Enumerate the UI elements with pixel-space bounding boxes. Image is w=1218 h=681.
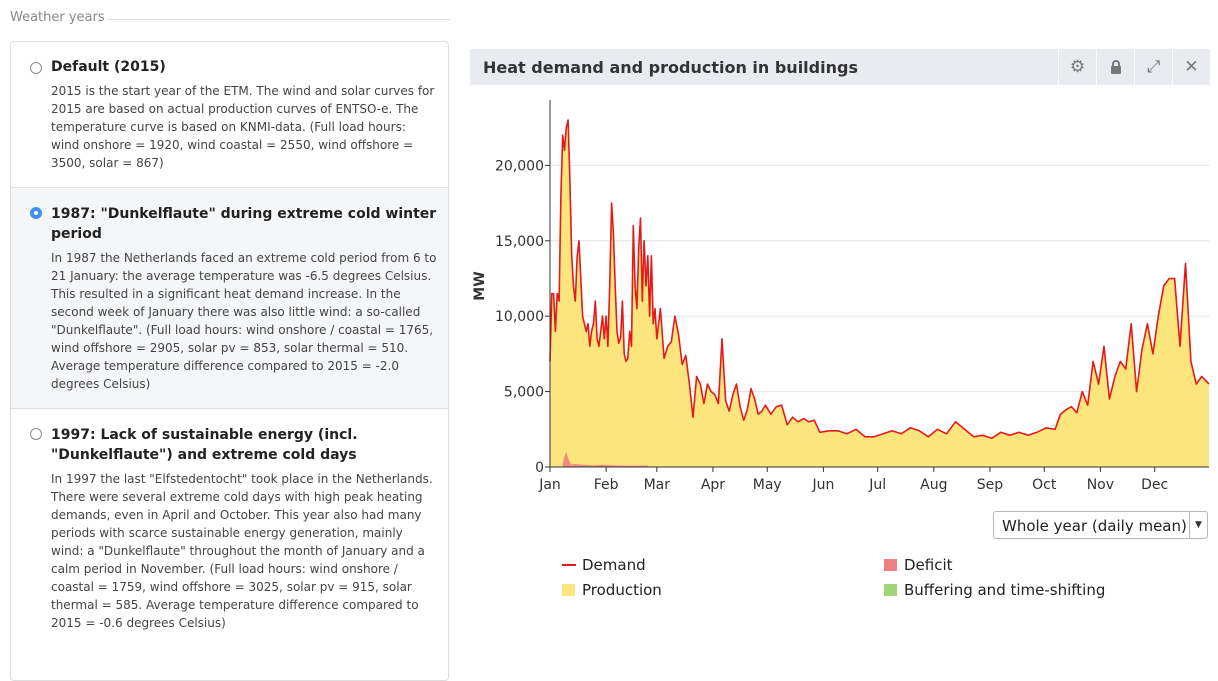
- radio-button-1987[interactable]: [30, 207, 42, 219]
- x-tick-label: Feb: [594, 477, 619, 493]
- x-tick-label: Jan: [538, 477, 561, 493]
- option-title: Default (2015): [51, 59, 166, 75]
- period-select-value: Whole year (daily mean): [1002, 517, 1187, 535]
- close-icon[interactable]: ✕: [1172, 49, 1210, 85]
- radio-button-1997[interactable]: [30, 428, 42, 440]
- legend-swatch: [884, 584, 897, 596]
- x-tick-label: Oct: [1032, 477, 1057, 493]
- option-description: 2015 is the start year of the ETM. The w…: [51, 84, 435, 170]
- legend-label: Deficit: [904, 556, 953, 574]
- weather-options-list: Default (2015) 2015 is the start year of…: [10, 41, 449, 681]
- option-title: 1997: Lack of sustainable energy (incl. …: [51, 427, 358, 463]
- y-tick-label: 15,000: [495, 234, 544, 250]
- chart-title: Heat demand and production in buildings: [483, 58, 858, 77]
- y-axis-label: MW: [472, 271, 488, 300]
- option-description: In 1997 the last "Elfstedentocht" took p…: [51, 472, 433, 630]
- legend-label: Buffering and time-shifting: [904, 581, 1106, 599]
- legend-label: Demand: [582, 556, 646, 574]
- x-tick-label: Nov: [1087, 477, 1114, 493]
- option-title: 1987: "Dunkelflaute" during extreme cold…: [51, 206, 437, 242]
- x-tick-label: Sep: [977, 477, 1004, 493]
- radio-button-default[interactable]: [30, 62, 42, 74]
- chart-header: Heat demand and production in buildings …: [470, 49, 1210, 85]
- x-tick-label: Dec: [1141, 477, 1168, 493]
- settings-icon[interactable]: ⚙: [1058, 49, 1096, 85]
- section-title: Weather years: [10, 10, 105, 25]
- chevron-down-icon[interactable]: ▼: [1189, 512, 1207, 538]
- period-select[interactable]: Whole year (daily mean) ▼: [993, 511, 1208, 539]
- x-tick-label: Mar: [644, 477, 671, 493]
- x-tick-label: Aug: [920, 477, 947, 493]
- legend-swatch: [562, 584, 575, 596]
- y-tick-label: 20,000: [495, 158, 544, 174]
- legend-swatch: [562, 564, 576, 566]
- production-area: [550, 120, 1209, 467]
- weather-option-1997[interactable]: 1997: Lack of sustainable energy (incl. …: [11, 409, 448, 680]
- lock-icon[interactable]: [1096, 49, 1134, 85]
- deficit-area: [562, 451, 648, 467]
- demand-line: [549, 119, 1210, 440]
- x-tick-label: Jun: [811, 477, 834, 493]
- weather-option-1987[interactable]: 1987: "Dunkelflaute" during extreme cold…: [11, 188, 448, 409]
- y-tick-label: 0: [535, 460, 544, 476]
- heat-demand-chart: 0 5,000 10,000 15,000 20,000 MW Jan Feb Mar Apr Ma…: [472, 100, 1210, 493]
- expand-icon[interactable]: ⤢: [1134, 49, 1172, 85]
- x-tick-label: Jul: [868, 477, 886, 493]
- section-divider: [108, 19, 450, 20]
- weather-option-default[interactable]: Default (2015) 2015 is the start year of…: [11, 42, 448, 188]
- legend-label: Production: [582, 581, 662, 599]
- option-description: In 1987 the Netherlands faced an extreme…: [51, 251, 437, 391]
- x-tick-label: May: [753, 477, 782, 493]
- y-tick-label: 10,000: [495, 309, 544, 325]
- x-tick-label: Apr: [701, 477, 725, 493]
- legend-swatch: [884, 559, 897, 571]
- y-tick-label: 5,000: [504, 385, 544, 401]
